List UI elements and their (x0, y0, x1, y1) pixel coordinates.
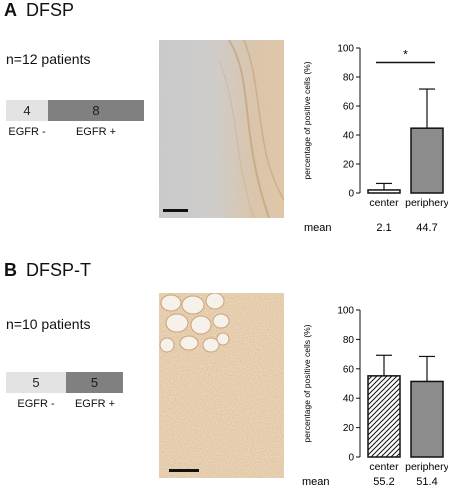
mean-row-label: mean (304, 222, 332, 234)
y-tick-label: 40 (343, 131, 355, 142)
mean-value-center: 55.2 (373, 476, 394, 488)
egfr-positive-count: 8 (92, 103, 100, 118)
x-tick-label-periphery: periphery (405, 461, 448, 473)
panel-a-egfr-positive-label: EGFR + (75, 126, 117, 138)
bar-periphery (410, 380, 444, 458)
bar-periphery (410, 127, 444, 194)
y-tick-label: 100 (337, 306, 354, 317)
egfr-negative-count: 4 (23, 103, 31, 118)
panel-a-bar-chart: percentage of positive cells (%) 0 20 40 60 8… (302, 44, 448, 235)
y-tick-label: 20 (343, 423, 355, 434)
y-tick-label: 20 (343, 160, 355, 171)
scale-bar (169, 469, 199, 472)
x-tick-label-center: center (369, 461, 399, 473)
y-tick-label: 60 (343, 102, 355, 113)
bar-center (367, 375, 401, 458)
panel-a-patient-count: n=12 patients (6, 51, 91, 67)
y-tick-label: 40 (343, 394, 355, 405)
panel-b-micrograph (159, 293, 284, 478)
panel-a-micrograph (159, 40, 284, 218)
mean-row-label: mean (302, 476, 330, 488)
panel-b-bar-chart: percentage of positive cells (%) 0 20 40 60 8… (302, 306, 448, 489)
panel-a-title: DFSP (26, 0, 75, 20)
y-axis-label: percentage of positive cells (%) (302, 324, 312, 442)
egfr-negative-count: 5 (32, 375, 40, 390)
y-tick-label: 80 (343, 73, 355, 84)
y-tick-label: 80 (343, 335, 355, 346)
y-tick-label: 60 (343, 364, 355, 375)
panel-a-egfr-positive-bar: 8 (48, 100, 144, 121)
panel-a-egfr-negative-bar: 4 (6, 100, 48, 121)
mean-value-center: 2.1 (376, 222, 391, 234)
panel-b-egfr-positive-bar: 5 (66, 372, 123, 393)
panel-a-egfr-negative-label: EGFR - (8, 126, 46, 138)
mean-value-periphery: 44.7 (416, 222, 437, 234)
y-tick-label: 100 (337, 44, 354, 55)
scale-bar (163, 209, 188, 212)
panel-b-egfr-negative-bar: 5 (6, 372, 66, 393)
panel-b-letter: B (4, 260, 17, 280)
x-tick-label-center: center (369, 197, 399, 209)
panel-b-egfr-negative-label: EGFR - (17, 398, 55, 410)
x-tick-label-periphery: periphery (405, 197, 448, 209)
y-tick-label: 0 (348, 453, 354, 464)
panel-b-egfr-positive-label: EGFR + (74, 398, 116, 410)
mean-value-periphery: 51.4 (416, 476, 437, 488)
egfr-positive-count: 5 (90, 375, 99, 390)
panel-b-patient-count: n=10 patients (6, 316, 91, 332)
y-tick-label: 0 (348, 189, 354, 200)
panel-a-letter: A (4, 0, 17, 20)
panel-b-title: DFSP-T (26, 260, 91, 280)
bar-center (367, 189, 401, 194)
y-axis-label: percentage of positive cells (%) (302, 61, 312, 179)
significance-marker: * (403, 48, 408, 62)
